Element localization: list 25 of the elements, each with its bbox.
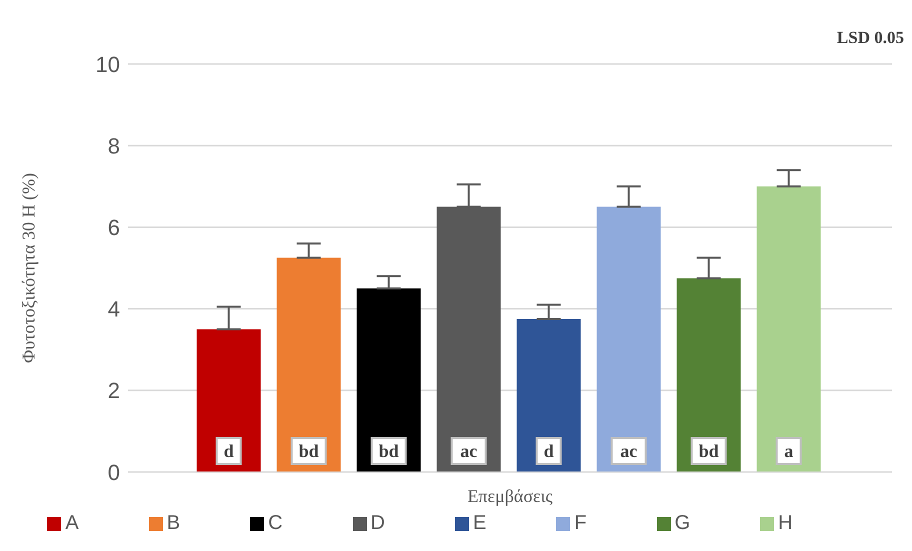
- y-tick-label: 4: [108, 296, 120, 322]
- y-tick-label: 10: [96, 52, 120, 77]
- legend-label: A: [65, 512, 79, 534]
- legend-label: H: [778, 512, 793, 534]
- y-tick-label: 6: [108, 215, 120, 240]
- y-tick-label: 8: [108, 133, 120, 158]
- data-label: bd: [698, 441, 719, 461]
- legend-label: B: [166, 512, 180, 534]
- legend-label: C: [268, 512, 283, 534]
- data-label: a: [784, 441, 794, 461]
- data-label: bd: [298, 441, 319, 461]
- data-label: ac: [620, 441, 638, 461]
- legend-label: E: [473, 512, 486, 534]
- legend-label: F: [574, 512, 587, 534]
- x-axis-title: Επεμβάσεις: [467, 486, 553, 506]
- data-label: d: [544, 441, 554, 461]
- y-axis-title: Φυτοτοξικότητα 30 Η (%): [18, 173, 38, 363]
- text: LSD 0.05: [836, 28, 904, 48]
- y-tick-label: 0: [108, 460, 120, 485]
- y-tick-label: 2: [108, 378, 120, 404]
- data-label: ac: [460, 441, 478, 461]
- legend-label: D: [370, 512, 385, 534]
- legend-label: G: [674, 512, 690, 534]
- data-label: d: [224, 441, 234, 461]
- data-label: bd: [378, 441, 399, 461]
